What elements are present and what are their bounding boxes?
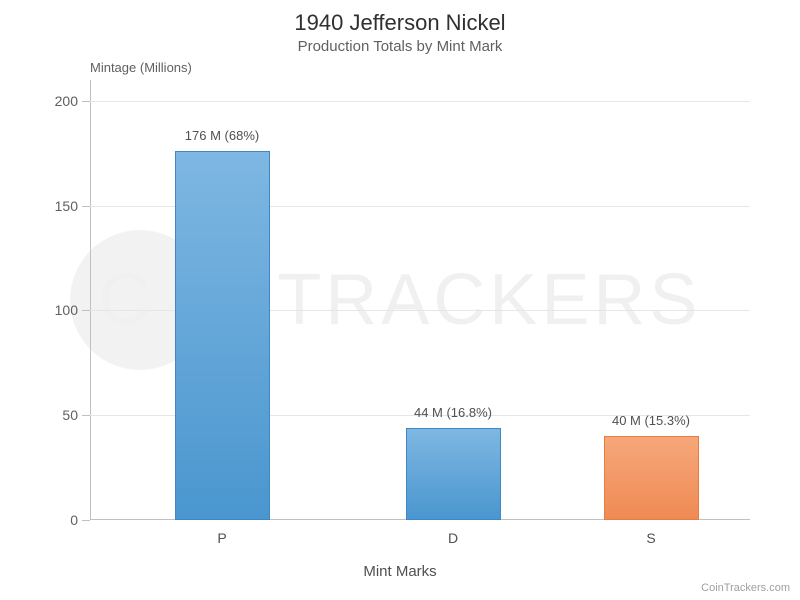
chart-subtitle: Production Totals by Mint Mark — [0, 38, 800, 55]
x-axis-title: Mint Marks — [0, 563, 800, 580]
y-tick-label: 0 — [70, 512, 78, 528]
category-label: D — [448, 530, 458, 546]
y-axis-line — [90, 80, 91, 520]
y-tick-label: 150 — [55, 198, 78, 214]
bar — [406, 428, 501, 520]
bar — [175, 151, 270, 520]
bar-value-label: 44 M (16.8%) — [353, 405, 553, 420]
gridline — [90, 101, 750, 102]
y-tick-label: 50 — [62, 407, 78, 423]
category-label: S — [646, 530, 655, 546]
y-tick-mark — [82, 310, 90, 311]
bar-value-label: 176 M (68%) — [122, 128, 322, 143]
y-tick-label: 100 — [55, 302, 78, 318]
y-axis-title: Mintage (Millions) — [90, 60, 192, 75]
chart-title: 1940 Jefferson Nickel — [0, 10, 800, 36]
y-tick-mark — [82, 206, 90, 207]
y-tick-mark — [82, 101, 90, 102]
attribution-text: CoinTrackers.com — [701, 582, 790, 594]
plot-area: 050100150200176 M (68%)P44 M (16.8%)D40 … — [90, 80, 750, 520]
y-tick-label: 200 — [55, 93, 78, 109]
bar — [604, 436, 699, 520]
y-tick-mark — [82, 415, 90, 416]
bar-value-label: 40 M (15.3%) — [551, 413, 751, 428]
title-block: 1940 Jefferson Nickel Production Totals … — [0, 10, 800, 55]
y-tick-mark — [82, 520, 90, 521]
category-label: P — [217, 530, 226, 546]
